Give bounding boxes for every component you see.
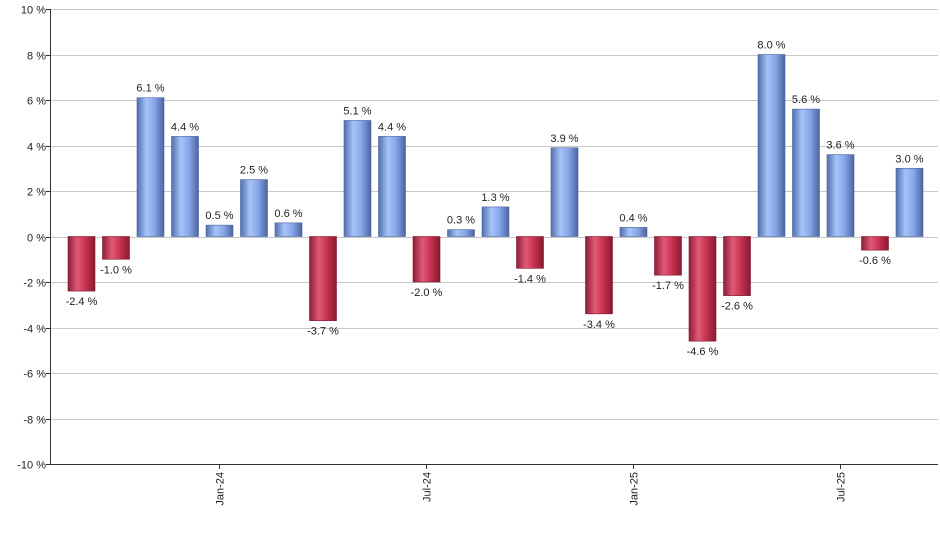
- bar: [895, 167, 924, 237]
- y-tick-label: -2 %: [23, 278, 46, 290]
- y-tick-label: 6 %: [27, 96, 46, 108]
- bar: [861, 236, 889, 251]
- bar-value-label: 4.4 %: [378, 121, 406, 133]
- bar-value-label: 3.6 %: [826, 140, 854, 152]
- bar: [550, 147, 579, 237]
- axes: [46, 9, 938, 469]
- bar-value-label: 0.5 %: [205, 210, 233, 222]
- bar-value-label: -1.4 %: [514, 273, 546, 285]
- bar-value-label: 5.6 %: [792, 94, 820, 106]
- bar-value-label: -4.6 %: [687, 346, 719, 358]
- labels: 10 % 8 % 6 % 4 % 2 % 0 % -2 % -4 % -6 % -8 % -10 %…: [17, 5, 924, 506]
- y-tick-label: -10 %: [17, 460, 46, 472]
- gridlines: [50, 9, 938, 465]
- x-tick-label: Jul-24: [422, 472, 434, 502]
- bar-value-label: 6.1 %: [136, 83, 164, 95]
- y-tick-label: 4 %: [27, 142, 46, 154]
- bar: [171, 136, 199, 237]
- bar: [826, 154, 855, 237]
- y-tick-label: 0 %: [27, 233, 46, 245]
- bar: [205, 224, 234, 237]
- bar-value-label: 8.0 %: [757, 40, 785, 52]
- bar: [481, 206, 510, 237]
- bar-value-label: 0.3 %: [447, 215, 475, 227]
- bar-value-label: -1.7 %: [652, 280, 684, 292]
- bar: [412, 236, 441, 283]
- y-tick-label: 10 %: [21, 5, 46, 17]
- bar: [240, 179, 268, 237]
- y-tick-label: 2 %: [27, 187, 46, 199]
- bar-value-label: -3.7 %: [307, 326, 339, 338]
- bar: [757, 54, 786, 237]
- bar-value-label: -1.0 %: [100, 264, 132, 276]
- bars: [67, 54, 924, 342]
- bar: [102, 236, 130, 260]
- bar-value-label: -2.0 %: [411, 287, 443, 299]
- bar: [516, 236, 544, 269]
- bar: [654, 236, 682, 276]
- bar-value-label: -2.6 %: [721, 301, 753, 313]
- y-tick-label: -6 %: [23, 369, 46, 381]
- bar: [447, 229, 475, 237]
- bar-value-label: 0.6 %: [274, 208, 302, 220]
- y-tick-label: -4 %: [23, 324, 46, 336]
- bar-value-label: 2.5 %: [240, 165, 268, 177]
- bar: [343, 120, 372, 237]
- bar: [585, 236, 613, 315]
- x-tick-label: Jan-25: [629, 472, 641, 506]
- bar-value-label: 3.0 %: [895, 153, 923, 165]
- bar: [723, 236, 751, 296]
- bar-value-label: -2.4 %: [66, 296, 98, 308]
- bar: [688, 236, 717, 342]
- x-tick-label: Jan-24: [215, 472, 227, 506]
- bar: [378, 136, 406, 237]
- bar: [792, 108, 820, 237]
- y-tick-label: 8 %: [27, 51, 46, 63]
- bar-value-label: 0.4 %: [619, 212, 647, 224]
- bar-value-label: 5.1 %: [343, 105, 371, 117]
- bar-value-label: 1.3 %: [481, 192, 509, 204]
- bar: [274, 222, 303, 237]
- bar: [136, 97, 165, 237]
- bar-value-label: 3.9 %: [550, 133, 578, 145]
- x-tick-label: Jul-25: [836, 472, 848, 502]
- bar: [309, 236, 337, 321]
- bar-value-label: -0.6 %: [859, 255, 891, 267]
- bar: [619, 227, 648, 237]
- y-tick-label: -8 %: [23, 415, 46, 427]
- bar-value-label: -3.4 %: [583, 319, 615, 331]
- bar-value-label: 4.4 %: [171, 121, 199, 133]
- bar: [67, 236, 96, 292]
